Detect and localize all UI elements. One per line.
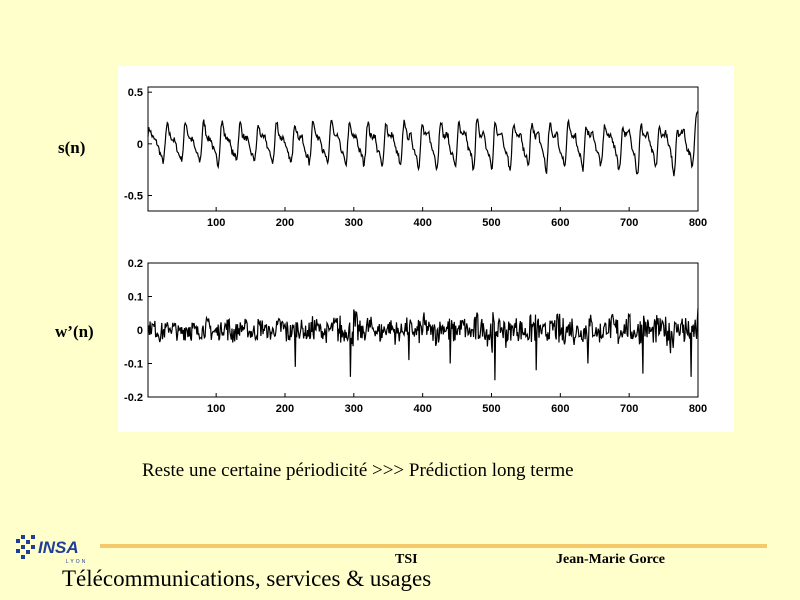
footer-rule (100, 544, 767, 548)
x-tick-label-0-3: 400 (413, 217, 431, 229)
x-tick-label-1-3: 400 (413, 403, 431, 415)
chart-w-prime-n: 100 200 300 400 500 600 700 800 0.2 0.1 0 -0.1 -0.2 (124, 258, 707, 415)
x-tick-label-1-2: 300 (345, 403, 363, 415)
y-tick-label-1-1: 0.1 (128, 292, 143, 304)
x-tick-label-0-7: 800 (689, 217, 707, 229)
charts-svg: 100 200 300 400 500 600 700 800 0.5 0 -0.5 100 200 3… (124, 86, 707, 415)
caption: Reste une certaine périodicité >>> Prédi… (142, 460, 574, 481)
footer-organization: Télécommunications, services & usages (62, 566, 432, 591)
ylabel-w-prime-n: w’(n) (55, 322, 94, 341)
y-tick-label-1-2: 0 (137, 325, 143, 337)
series-line-0 (147, 110, 699, 177)
y-tick-label-1-0: 0.2 (128, 258, 143, 270)
x-tick-label-1-1: 200 (276, 403, 294, 415)
x-tick-label-0-6: 700 (620, 217, 638, 229)
x-tick-label-1-7: 800 (689, 403, 707, 415)
x-tick-label-0-4: 500 (482, 217, 500, 229)
x-tick-label-1-0: 100 (207, 403, 225, 415)
y-tick-label-0-0: 0.5 (128, 87, 143, 99)
y-tick-label-0-1: 0 (137, 139, 143, 151)
x-tick-label-1-4: 500 (482, 403, 500, 415)
y-tick-label-1-4: -0.2 (124, 392, 143, 404)
x-tick-label-1-6: 700 (620, 403, 638, 415)
footer-center-text: TSI (395, 552, 418, 567)
chart-s-n: 100 200 300 400 500 600 700 800 0.5 0 -0.5 (124, 86, 707, 229)
x-tick-label-0-0: 100 (207, 217, 225, 229)
logo-subtext: LYON (66, 559, 87, 565)
figure-panel: 100 200 300 400 500 600 700 800 0.5 0 -0.5 100 200 3… (118, 66, 734, 432)
x-tick-label-0-5: 600 (551, 217, 569, 229)
y-tick-label-0-2: -0.5 (124, 191, 143, 203)
insa-logo-icon: INSA LYON (16, 535, 87, 565)
x-tick-label-0-2: 300 (345, 217, 363, 229)
footer-author: Jean-Marie Gorce (556, 552, 665, 567)
x-tick-label-0-1: 200 (276, 217, 294, 229)
y-tick-label-1-3: -0.1 (124, 359, 143, 371)
insa-logo: INSA LYON (14, 529, 94, 569)
x-tick-label-1-5: 600 (551, 403, 569, 415)
series-line-1 (147, 308, 699, 381)
ylabel-s-n: s(n) (58, 138, 86, 157)
logo-text: INSA (38, 538, 79, 557)
